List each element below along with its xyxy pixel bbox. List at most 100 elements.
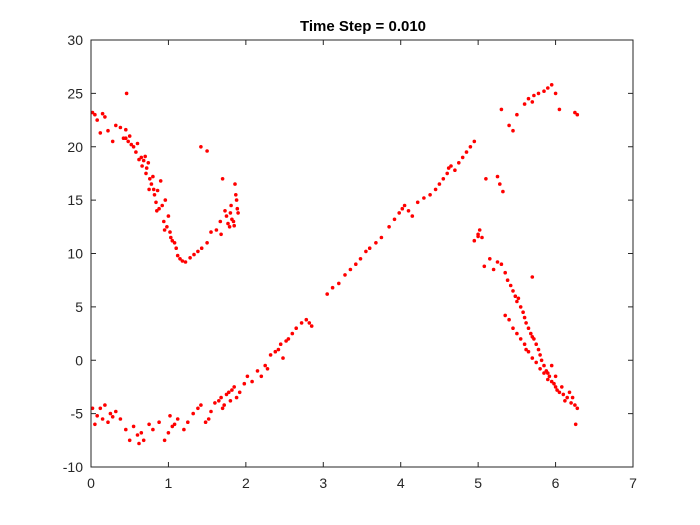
data-point (175, 417, 180, 421)
data-point (175, 253, 180, 258)
data-point (233, 182, 237, 186)
data-point (553, 385, 558, 389)
data-point (108, 411, 113, 416)
data-point (522, 102, 527, 106)
data-point (242, 381, 247, 386)
data-point (232, 223, 236, 228)
data-point (472, 139, 477, 144)
data-point (495, 174, 500, 179)
data-point (557, 107, 562, 112)
data-point (160, 203, 164, 208)
y-tick-label: 25 (67, 85, 83, 101)
data-point (575, 406, 580, 411)
data-point (219, 395, 223, 400)
data-point (220, 177, 225, 181)
data-point (186, 420, 190, 425)
data-point (146, 161, 151, 165)
data-point (157, 206, 161, 211)
data-point (98, 406, 103, 411)
data-point (437, 182, 442, 186)
data-point (575, 112, 580, 117)
data-point (530, 275, 535, 279)
data-point (501, 189, 505, 194)
data-point (166, 214, 171, 218)
y-tick-label: 10 (67, 246, 83, 262)
data-point (503, 270, 508, 275)
data-point (536, 347, 541, 352)
data-point (400, 206, 405, 211)
data-point (106, 420, 110, 425)
data-point (290, 331, 295, 336)
data-point (410, 214, 415, 218)
data-point (364, 249, 368, 254)
data-point (325, 292, 330, 296)
data-points (90, 83, 580, 446)
data-point (154, 200, 158, 205)
data-point (491, 267, 496, 272)
data-point (93, 422, 97, 427)
data-point (199, 403, 203, 407)
data-point (157, 420, 161, 425)
data-point (168, 230, 172, 234)
data-point (392, 217, 397, 222)
data-point (284, 339, 288, 343)
y-tick-label: -5 (71, 406, 84, 422)
data-point (468, 145, 473, 149)
data-point (228, 399, 233, 403)
data-point (172, 241, 177, 245)
data-point (557, 390, 562, 395)
data-point (163, 198, 168, 202)
data-point (95, 118, 99, 122)
x-tick-label: 6 (552, 475, 560, 491)
data-point (218, 219, 223, 224)
data-point (148, 177, 152, 181)
data-point (140, 164, 144, 168)
data-point (526, 326, 531, 331)
data-point (141, 438, 146, 443)
data-point (337, 281, 341, 286)
y-tick-label: 0 (75, 352, 83, 368)
data-point (472, 238, 477, 243)
data-point (569, 401, 573, 405)
data-point (127, 438, 132, 443)
data-point (217, 399, 221, 403)
data-point (135, 433, 140, 437)
data-point (232, 385, 236, 389)
data-point (131, 145, 136, 149)
x-tick-label: 2 (242, 475, 250, 491)
data-point (508, 283, 513, 288)
data-point (134, 150, 138, 154)
data-point (124, 91, 129, 96)
data-point (169, 235, 173, 240)
data-point (93, 112, 97, 117)
x-tick-label: 3 (319, 475, 327, 491)
data-point (542, 363, 546, 368)
data-point (522, 315, 527, 320)
data-point (182, 427, 186, 432)
data-point (206, 417, 211, 421)
data-point (151, 427, 155, 432)
data-point (453, 168, 457, 172)
data-point (406, 209, 411, 213)
data-point (259, 374, 264, 379)
data-point (124, 136, 128, 140)
data-point (219, 232, 223, 237)
data-point (532, 337, 536, 341)
data-point (152, 193, 157, 197)
data-point (521, 310, 525, 315)
data-point (446, 166, 451, 170)
data-point (199, 246, 204, 250)
data-point (546, 371, 550, 375)
data-point (188, 255, 192, 260)
data-point (139, 431, 144, 435)
data-point (573, 403, 577, 407)
data-point (100, 417, 105, 421)
data-point (228, 211, 233, 215)
data-point (139, 155, 144, 160)
data-point (480, 235, 484, 240)
data-point (205, 241, 209, 245)
data-point (141, 158, 146, 163)
data-point (151, 174, 155, 179)
